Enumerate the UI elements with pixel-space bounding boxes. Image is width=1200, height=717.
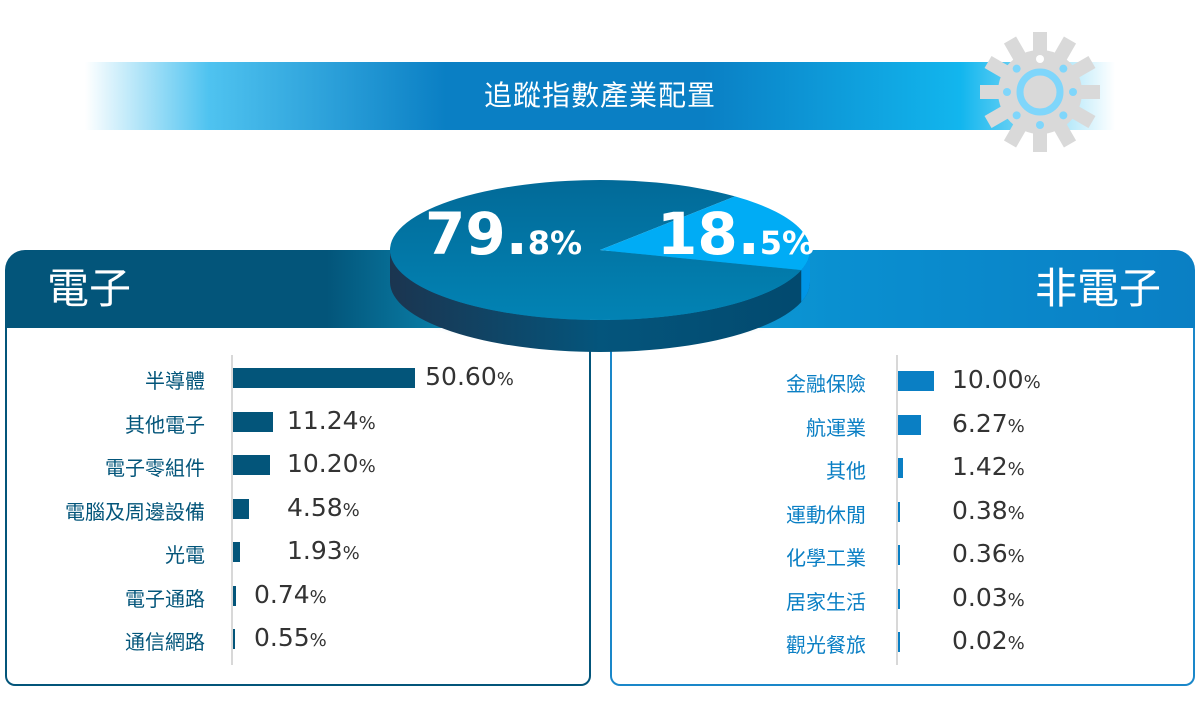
- bar-label: 半導體: [145, 369, 205, 393]
- bar-value: 0.36%: [952, 539, 1025, 568]
- pie-chart: [390, 179, 810, 352]
- bar-value-number: 10.00: [952, 365, 1024, 394]
- bar-value: 10.20%: [287, 449, 376, 478]
- bar-value: 0.74%: [254, 580, 327, 609]
- bar-value-unit: %: [1007, 502, 1025, 524]
- bar-value-unit: %: [309, 630, 327, 651]
- bar: [233, 411, 274, 432]
- bar-value-number: 0.03: [952, 582, 1008, 612]
- bar-value: 1.93%: [287, 536, 360, 565]
- bar-value-unit: %: [1007, 633, 1025, 654]
- non-electronics-axis: [896, 355, 898, 665]
- bar-value-number: 4.58: [287, 492, 343, 522]
- page-title: 追蹤指數產業配置: [483, 79, 716, 112]
- bar: [898, 632, 900, 652]
- bar-value-number: 0.02: [952, 626, 1008, 655]
- bar-value-number: 0.74: [254, 579, 310, 609]
- electronics-share-int: 79.: [425, 200, 528, 268]
- pie-side-non-electronics: [801, 250, 810, 302]
- bar: [898, 371, 934, 391]
- bar: [898, 545, 900, 565]
- non-electronics-title: 非電子: [1034, 264, 1161, 313]
- bar: [233, 542, 240, 562]
- bar-value: 4.58%: [287, 493, 360, 522]
- bar-value: 1.42%: [952, 452, 1025, 481]
- bar-value-unit: %: [309, 586, 327, 608]
- bar-value: 0.38%: [952, 496, 1025, 525]
- bar-value-unit: %: [1007, 415, 1025, 437]
- bar-value: 50.60%: [425, 362, 514, 391]
- electronics-share-dec: 8%: [527, 224, 583, 262]
- bar-value-number: 6.27: [952, 408, 1008, 438]
- bar-value: 11.24%: [287, 406, 376, 435]
- pie-side-electronics: [390, 250, 810, 352]
- bar-value-unit: %: [1007, 546, 1025, 567]
- bar: [233, 455, 270, 475]
- bar: [898, 458, 904, 478]
- bar-label: 通信網路: [125, 630, 205, 654]
- bar-value-unit: %: [1007, 589, 1025, 611]
- bar-value-number: 0.38: [952, 495, 1008, 525]
- bar-value: 6.27%: [952, 409, 1025, 438]
- electronics-panel: [5, 328, 591, 686]
- bar-value-unit: %: [1023, 372, 1041, 393]
- bar-value-unit: %: [1007, 459, 1025, 480]
- bar-label: 其他電子: [125, 412, 205, 437]
- non-electronics-share-dec: 5%: [759, 224, 815, 262]
- electronics-title: 電子: [47, 264, 132, 313]
- bar-label: 金融保險: [786, 372, 866, 396]
- bar-label: 運動休閒: [786, 502, 866, 527]
- bar-label: 電子零組件: [105, 456, 205, 480]
- bar: [898, 588, 900, 609]
- bar-value-number: 1.42: [952, 452, 1008, 481]
- bar: [898, 414, 921, 435]
- bar-value: 0.55%: [254, 623, 327, 652]
- bar-value-unit: %: [358, 456, 376, 477]
- bar-value: 0.03%: [952, 583, 1025, 612]
- non-electronics-share: 18.5%: [657, 200, 814, 268]
- bar-label: 其他: [826, 459, 866, 483]
- bar-value-number: 11.24: [287, 405, 359, 435]
- bar: [233, 585, 236, 606]
- bar-label: 光電: [165, 543, 205, 567]
- bar: [233, 368, 416, 388]
- bar: [898, 501, 900, 522]
- gear-icon: [980, 32, 1100, 152]
- bar-value: 0.02%: [952, 626, 1025, 655]
- non-electronics-panel: [610, 328, 1195, 686]
- bar-label: 居家生活: [786, 589, 866, 614]
- bar-value-number: 10.20: [287, 449, 359, 478]
- bar-value-unit: %: [342, 543, 360, 564]
- bar-value-number: 50.60: [425, 362, 497, 391]
- bar-value-unit: %: [342, 499, 360, 521]
- bar: [233, 498, 250, 519]
- bar-label: 觀光餐旅: [786, 633, 866, 657]
- bar: [233, 629, 235, 649]
- bar-value-unit: %: [496, 369, 514, 390]
- electronics-axis: [231, 355, 233, 665]
- bar-label: 電子通路: [125, 586, 205, 611]
- bar-label: 化學工業: [786, 546, 866, 570]
- bar-label: 電腦及周邊設備: [65, 499, 205, 524]
- bar-value-number: 0.55: [254, 623, 310, 652]
- non-electronics-share-int: 18.: [657, 200, 760, 268]
- electronics-share: 79.8%: [425, 200, 582, 268]
- bar-value-unit: %: [358, 412, 376, 434]
- bar-value: 10.00%: [952, 365, 1041, 394]
- bar-value-number: 1.93: [287, 536, 343, 565]
- bar-label: 航運業: [806, 415, 866, 440]
- pie-slice-electronics: [390, 179, 802, 320]
- pie-slice-non-electronics: [600, 196, 810, 270]
- title-banner: [85, 62, 1115, 130]
- bar-value-number: 0.36: [952, 539, 1008, 568]
